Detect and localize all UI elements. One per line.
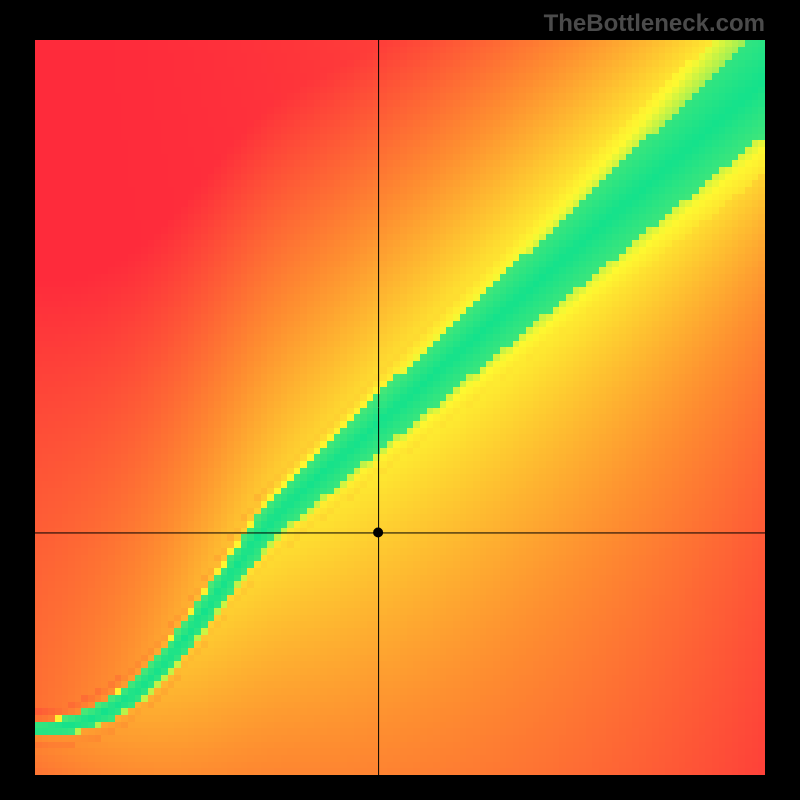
bottleneck-heatmap (35, 40, 765, 775)
chart-container: TheBottleneck.com (0, 0, 800, 800)
watermark-text: TheBottleneck.com (544, 10, 765, 38)
